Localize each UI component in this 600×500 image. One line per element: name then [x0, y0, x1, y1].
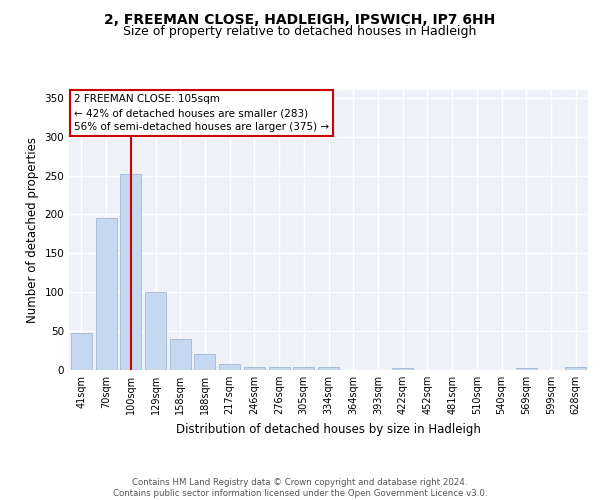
X-axis label: Distribution of detached houses by size in Hadleigh: Distribution of detached houses by size … [176, 422, 481, 436]
Text: 2, FREEMAN CLOSE, HADLEIGH, IPSWICH, IP7 6HH: 2, FREEMAN CLOSE, HADLEIGH, IPSWICH, IP7… [104, 12, 496, 26]
Bar [145, 292, 166, 370]
Bar [71, 334, 92, 370]
Bar [565, 367, 586, 370]
Y-axis label: Number of detached properties: Number of detached properties [26, 137, 39, 323]
Bar [318, 367, 339, 370]
Text: Size of property relative to detached houses in Hadleigh: Size of property relative to detached ho… [124, 25, 476, 38]
Bar [516, 368, 537, 370]
Bar [170, 339, 191, 370]
Bar [194, 354, 215, 370]
Bar [244, 367, 265, 370]
Bar [120, 174, 141, 370]
Text: Contains HM Land Registry data © Crown copyright and database right 2024.
Contai: Contains HM Land Registry data © Crown c… [113, 478, 487, 498]
Bar [269, 367, 290, 370]
Bar [392, 368, 413, 370]
Text: 2 FREEMAN CLOSE: 105sqm
← 42% of detached houses are smaller (283)
56% of semi-d: 2 FREEMAN CLOSE: 105sqm ← 42% of detache… [74, 94, 329, 132]
Bar [293, 367, 314, 370]
Bar [95, 218, 116, 370]
Bar [219, 364, 240, 370]
